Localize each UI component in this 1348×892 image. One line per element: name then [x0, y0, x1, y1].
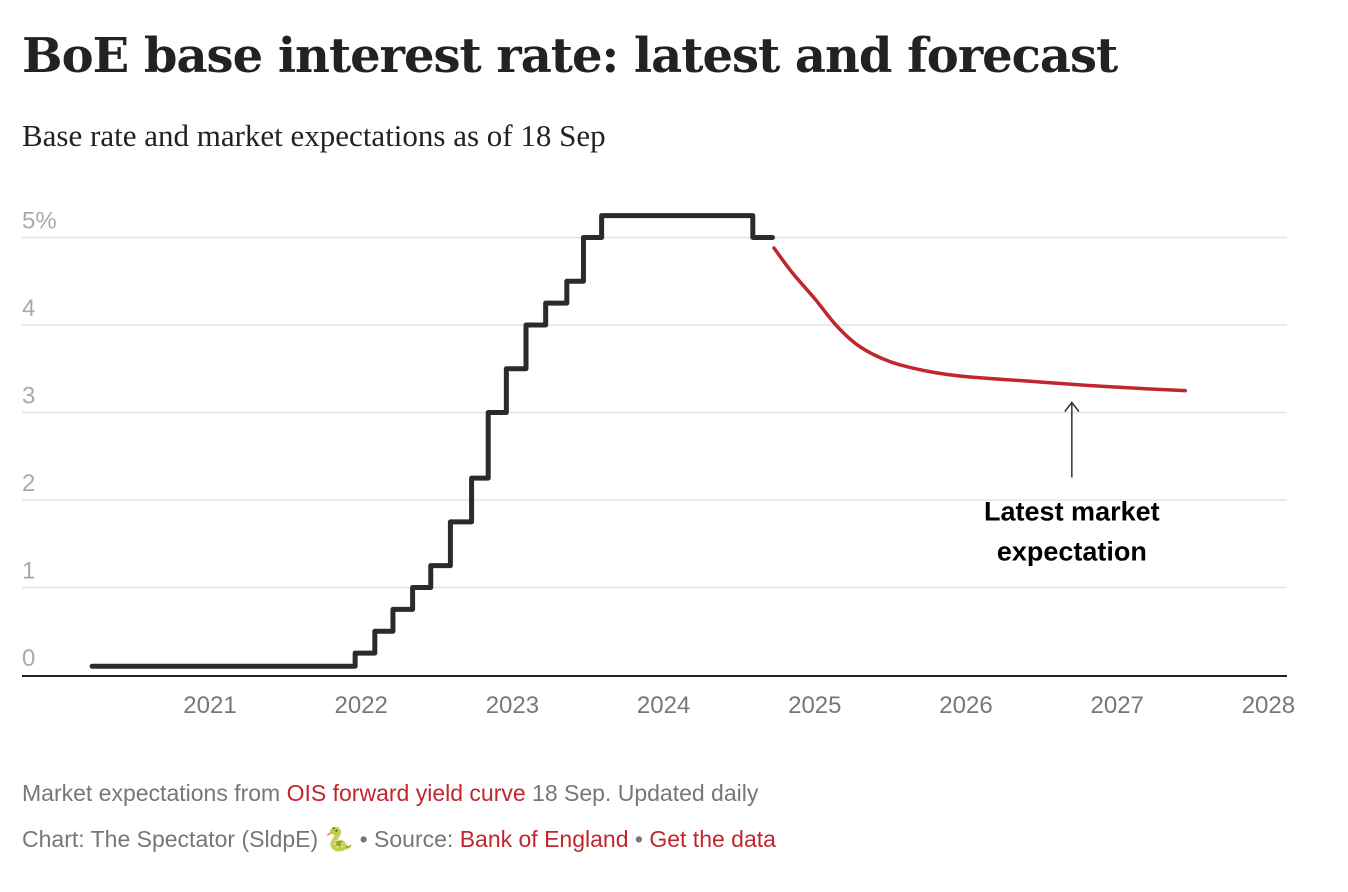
chart-title: BoE base interest rate: latest and forec…	[22, 28, 1118, 84]
x-tick-label: 2028	[1242, 692, 1295, 719]
y-tick-label: 0	[22, 645, 35, 672]
footnote-market: Market expectations from OIS forward yie…	[22, 770, 776, 816]
x-tick-label: 2023	[486, 692, 539, 719]
annotation-label: expectation	[997, 537, 1147, 567]
arrow-up-icon	[1064, 401, 1080, 412]
bullet-separator: •	[634, 826, 643, 852]
credit-text: Chart: The Spectator (SldpE)	[22, 826, 319, 852]
footnotes: Market expectations from OIS forward yie…	[22, 770, 776, 862]
get-data-link[interactable]: Get the data	[649, 826, 776, 852]
x-tick-label: 2025	[788, 692, 841, 719]
x-axis-ticks: 2021 2022 2023 2024 2025 2026 2027 2028	[183, 692, 1295, 719]
base-rate-line	[89, 213, 775, 669]
annotation: Latest market expectation	[984, 401, 1160, 567]
x-tick-label: 2026	[939, 692, 992, 719]
note-suffix: 18 Sep. Updated daily	[532, 780, 759, 806]
x-tick-label: 2021	[183, 692, 236, 719]
y-tick-label: 4	[22, 295, 35, 322]
annotation-label: Latest market	[984, 497, 1160, 527]
forecast-line	[772, 246, 1187, 393]
gridlines	[22, 236, 1287, 589]
y-tick-label: 2	[22, 470, 35, 497]
x-tick-label: 2024	[637, 692, 690, 719]
y-tick-label: 1	[22, 558, 35, 585]
y-tick-label: 5%	[22, 208, 57, 235]
chart: 0 1 2 3 4 5% 2021 2022 2023 2024 2025 2026 2027 2028…	[22, 208, 1295, 719]
source-label: Source:	[374, 826, 454, 852]
y-tick-label: 3	[22, 383, 35, 410]
x-tick-label: 2022	[335, 692, 388, 719]
source-link[interactable]: Bank of England	[459, 826, 629, 852]
bullet-separator: •	[359, 826, 368, 852]
ois-link[interactable]: OIS forward yield curve	[286, 780, 526, 806]
y-axis-ticks: 0 1 2 3 4 5%	[22, 208, 57, 673]
chart-subtitle: Base rate and market expectations as of …	[22, 118, 606, 153]
footnote-credit: Chart: The Spectator (SldpE) 🐍 • Source:…	[22, 816, 776, 862]
note-prefix: Market expectations from	[22, 780, 281, 806]
x-tick-label: 2027	[1091, 692, 1144, 719]
snake-icon: 🐍	[324, 826, 354, 852]
